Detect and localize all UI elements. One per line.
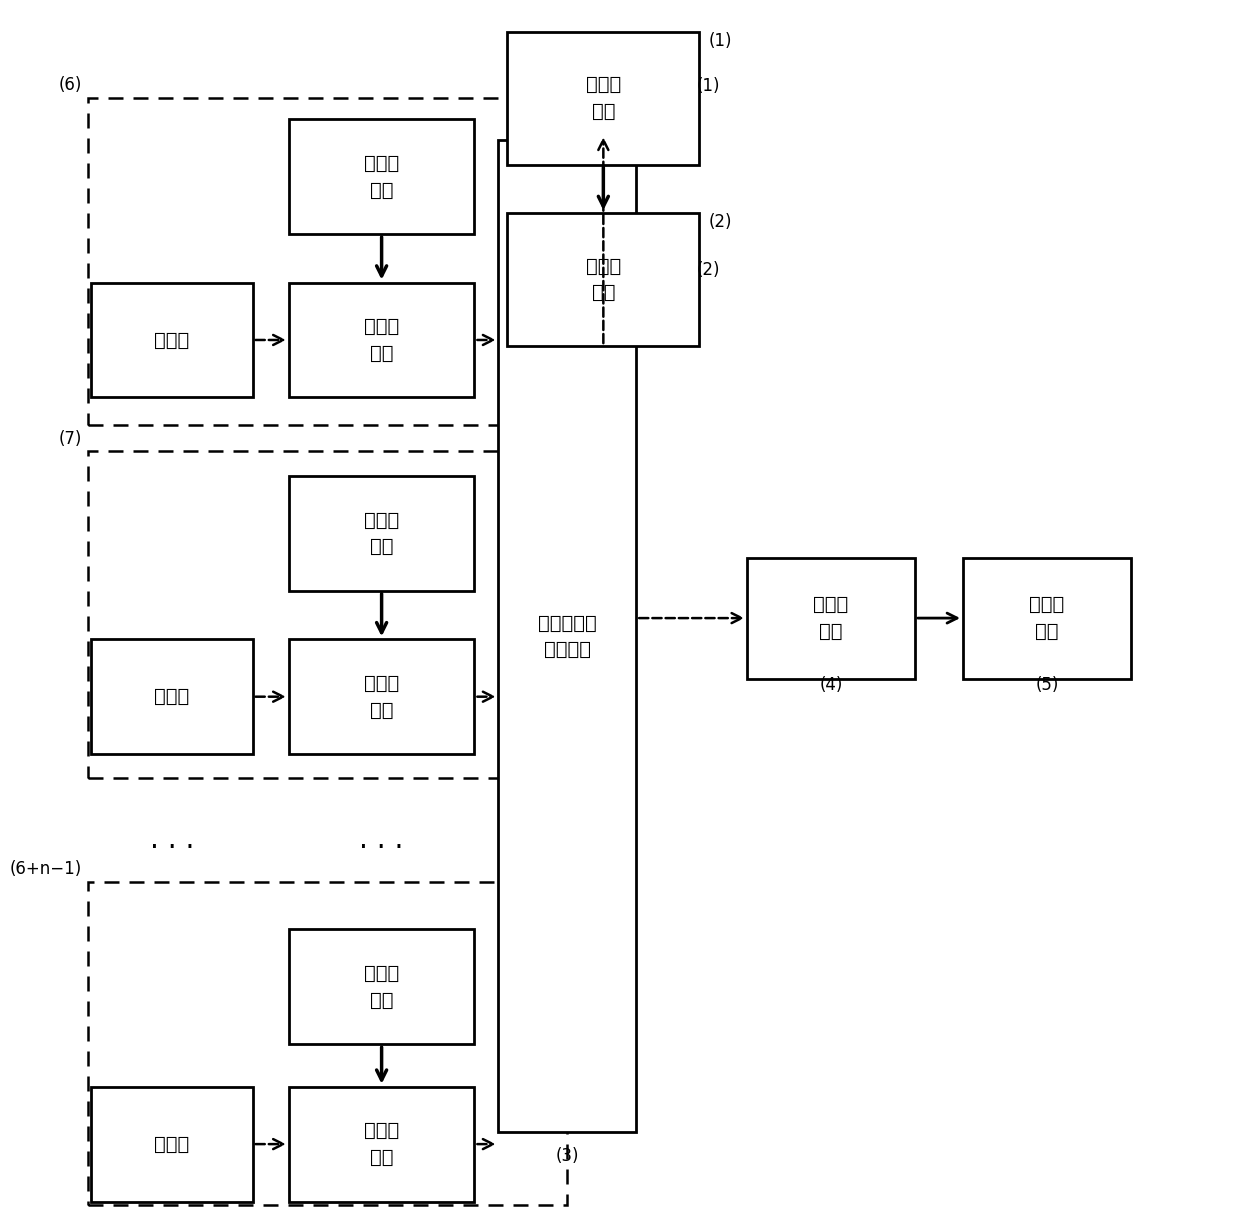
Text: 激光器: 激光器 [154, 1134, 190, 1154]
Text: (7): (7) [58, 429, 82, 447]
Bar [91, 282, 253, 398]
Text: (6+n−1): (6+n−1) [10, 861, 82, 877]
Text: (4): (4) [820, 675, 843, 693]
Bar [507, 213, 699, 345]
Bar [289, 930, 475, 1045]
Bar [91, 639, 253, 754]
Text: 光电探
测器: 光电探 测器 [813, 595, 848, 641]
Bar [289, 1087, 475, 1201]
Text: 码型发
生器: 码型发 生器 [365, 965, 399, 1010]
Text: 电光调
制器: 电光调 制器 [365, 674, 399, 720]
Text: 实时示
波器: 实时示 波器 [1029, 595, 1064, 641]
Text: (2): (2) [709, 213, 733, 231]
Text: 激光器: 激光器 [154, 687, 190, 707]
Bar [88, 98, 568, 424]
Bar [91, 1087, 253, 1201]
Bar [289, 476, 475, 591]
Bar [748, 558, 915, 679]
Text: 调制器
矩阵: 调制器 矩阵 [585, 257, 621, 302]
Text: · · ·: · · · [150, 834, 193, 862]
Text: (6): (6) [58, 76, 82, 95]
Text: (3): (3) [556, 1148, 579, 1165]
Text: (5): (5) [1035, 675, 1059, 693]
Bar [498, 141, 636, 1132]
Text: 码型发
生器: 码型发 生器 [365, 154, 399, 200]
Text: 码型发
生器: 码型发 生器 [585, 75, 621, 121]
Text: 码型发
生器: 码型发 生器 [365, 510, 399, 556]
Text: 激光器: 激光器 [154, 331, 190, 349]
Bar [289, 119, 475, 234]
Bar [507, 32, 699, 165]
Text: (1): (1) [697, 78, 720, 95]
Bar [289, 282, 475, 398]
Text: 电光调
制器: 电光调 制器 [365, 318, 399, 362]
Bar [963, 558, 1131, 679]
Bar [289, 639, 475, 754]
Bar [88, 881, 568, 1205]
Text: 电光调
制器: 电光调 制器 [365, 1121, 399, 1167]
Bar [88, 451, 568, 778]
Text: 光学向量矩
阵乘法器: 光学向量矩 阵乘法器 [538, 613, 596, 659]
Text: (2): (2) [697, 261, 720, 279]
Text: (1): (1) [709, 32, 733, 50]
Text: · · ·: · · · [360, 834, 404, 862]
